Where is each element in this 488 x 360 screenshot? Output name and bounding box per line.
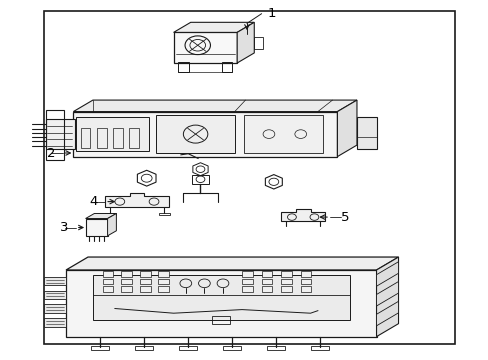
Bar [44, 11, 454, 344]
Bar [159, 213, 169, 215]
Bar [140, 286, 150, 292]
Bar [242, 286, 252, 292]
Polygon shape [44, 304, 66, 313]
Polygon shape [107, 213, 116, 236]
Polygon shape [376, 282, 398, 306]
Polygon shape [281, 209, 325, 221]
Bar [267, 346, 285, 350]
Bar [300, 279, 311, 284]
Bar [121, 286, 132, 292]
Bar [121, 271, 132, 277]
Bar [173, 32, 237, 63]
Bar [261, 271, 272, 277]
Polygon shape [173, 22, 254, 32]
Bar [242, 271, 252, 277]
Bar [158, 279, 169, 284]
Bar [81, 128, 90, 148]
Bar [221, 62, 232, 72]
Bar [281, 271, 291, 277]
Bar [244, 115, 322, 153]
Bar [300, 271, 311, 277]
Bar [179, 346, 197, 350]
Bar [281, 286, 291, 292]
Bar [261, 286, 272, 292]
Bar [261, 279, 272, 284]
Polygon shape [337, 100, 356, 157]
Polygon shape [237, 22, 254, 63]
Bar [356, 117, 376, 149]
Bar [97, 128, 106, 148]
Polygon shape [44, 277, 66, 285]
Bar [300, 286, 311, 292]
Polygon shape [376, 262, 398, 286]
Text: 2: 2 [47, 147, 56, 159]
Polygon shape [85, 213, 116, 219]
Polygon shape [73, 100, 356, 112]
Bar [102, 271, 113, 277]
Bar [85, 219, 107, 236]
Bar [121, 279, 132, 284]
Bar [242, 279, 252, 284]
Text: 5: 5 [341, 211, 349, 224]
Polygon shape [105, 193, 168, 207]
Text: 3: 3 [60, 221, 69, 234]
Polygon shape [66, 257, 398, 270]
Polygon shape [44, 291, 66, 299]
Polygon shape [376, 301, 398, 326]
Text: 4: 4 [89, 195, 98, 208]
Bar [102, 279, 113, 284]
Bar [156, 115, 234, 153]
Text: 1: 1 [267, 7, 276, 20]
Bar [158, 286, 169, 292]
Bar [102, 286, 113, 292]
Bar [91, 346, 109, 350]
Bar [178, 62, 189, 72]
Bar [105, 213, 116, 215]
Bar [254, 37, 263, 49]
Bar [93, 275, 349, 320]
Bar [281, 279, 291, 284]
Bar [135, 346, 153, 350]
Bar [76, 117, 149, 151]
Bar [191, 175, 209, 184]
Bar [223, 346, 241, 350]
Bar [46, 119, 75, 149]
Bar [129, 128, 139, 148]
Bar [140, 271, 150, 277]
Bar [158, 271, 169, 277]
Bar [140, 279, 150, 284]
Bar [66, 270, 376, 337]
Polygon shape [44, 318, 66, 327]
Bar [73, 112, 337, 157]
Bar [113, 128, 122, 148]
Bar [311, 346, 328, 350]
Polygon shape [376, 257, 398, 337]
Bar [212, 316, 229, 324]
